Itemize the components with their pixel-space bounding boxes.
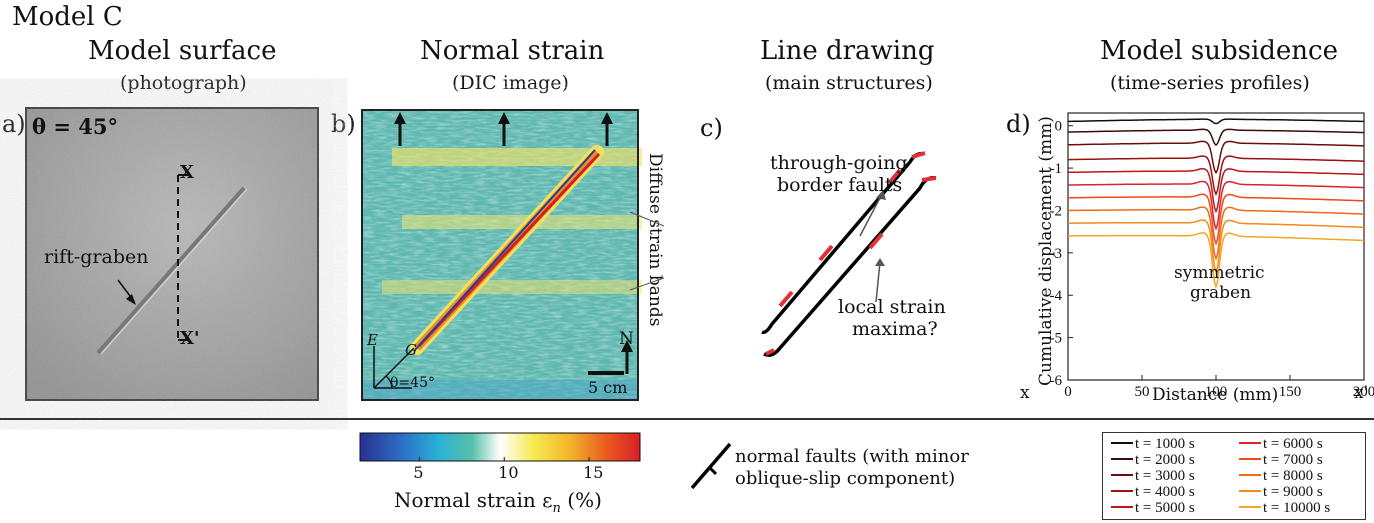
y-tick-label: -1 <box>1050 161 1063 177</box>
panel-a-x-prime: X' <box>180 328 200 349</box>
panel-b-dic <box>361 109 642 401</box>
faults-label-2: border faults <box>777 174 903 196</box>
y-tick-label: -4 <box>1050 288 1063 304</box>
colorbar-tick-label: 5 <box>413 463 424 482</box>
legend-entry: t = 2000 s <box>1135 452 1195 468</box>
y-tick-label: -2 <box>1050 203 1063 219</box>
fault-legend-symbol <box>690 442 732 490</box>
faults-pointer <box>876 190 886 200</box>
x-tick-label: 0 <box>1064 384 1072 400</box>
panel-c-subtitle: (main structures) <box>765 72 933 94</box>
panel-b-title: Normal strain <box>420 36 605 66</box>
panel-b-subtitle: (DIC image) <box>452 72 569 94</box>
legend-entry: t = 4000 s <box>1135 484 1195 500</box>
panel-a-x: X <box>180 162 194 183</box>
panel-d-letter: d) <box>1006 110 1031 138</box>
north-label: N <box>619 329 634 349</box>
panel-a-subtitle: (photograph) <box>120 72 247 94</box>
y-tick-label: 0 <box>1055 119 1063 135</box>
model-title: Model C <box>12 2 123 32</box>
legend-entry: t = 1000 s <box>1135 436 1195 452</box>
legend-entry: t = 3000 s <box>1135 468 1195 484</box>
panel-d-title: Model subsidence <box>1100 36 1338 66</box>
fault-legend-line2: oblique-slip component) <box>735 468 956 489</box>
panel-a-graben-label: rift-graben <box>44 246 149 268</box>
series-line <box>1068 168 1365 214</box>
faults-label-1: through-going <box>770 152 908 174</box>
dic-axis-e: E <box>367 331 378 349</box>
series-line <box>1067 193 1364 246</box>
legend-entry: t = 5000 s <box>1135 500 1195 516</box>
panel-c-title: Line drawing <box>760 36 935 66</box>
series-line <box>1068 140 1364 175</box>
series-line <box>1068 180 1365 231</box>
separator-line <box>0 418 1374 420</box>
fault-legend-line1: normal faults (with minor <box>735 446 969 467</box>
colorbar-tick-label: 15 <box>583 463 604 482</box>
panel-d-subtitle: (time-series profiles) <box>1110 72 1310 94</box>
legend-entry: t = 6000 s <box>1263 436 1323 452</box>
legend-entry: t = 10000 s <box>1263 500 1330 516</box>
graben-arrow <box>126 294 136 305</box>
series-line <box>1067 118 1365 125</box>
x-tick-label: 200 <box>1353 384 1374 400</box>
series-line <box>1068 155 1364 196</box>
legend-entry: t = 9000 s <box>1263 484 1323 500</box>
legend-entry: t = 8000 s <box>1263 468 1323 484</box>
colorbar <box>359 432 641 462</box>
y-tick-label: -3 <box>1050 246 1063 262</box>
strain-maximum <box>778 290 794 308</box>
dic-theta: θ=45° <box>390 375 435 391</box>
panel-a-theta: θ = 45° <box>32 114 118 139</box>
panel-c-drawing <box>761 151 937 357</box>
colorbar-label: Normal strain εn (%) <box>394 488 602 516</box>
extension-arrows <box>394 112 613 146</box>
scale-label: 5 cm <box>588 378 628 397</box>
series-line <box>1068 219 1365 274</box>
y-axis-label: Cumulative displacement (mm) <box>1036 116 1056 386</box>
panel-d-x-label: x <box>1020 383 1030 403</box>
x-axis-label: Distance (mm) <box>1152 385 1279 405</box>
panel-a-letter: a) <box>2 110 26 138</box>
dic-axis-g: G <box>405 341 417 359</box>
panel-b-letter: b) <box>331 110 356 138</box>
graben-trace <box>96 186 246 355</box>
panel-c-letter: c) <box>700 114 723 142</box>
strain-label-1: local strain <box>838 296 946 318</box>
legend-entry: t = 7000 s <box>1263 452 1323 468</box>
subsidence-chart: 0 -1 -2 -3 -4 -5 -6 0 50 100 150 200 <box>1050 112 1374 400</box>
y-tick-label: -5 <box>1050 331 1063 347</box>
strain-pointer <box>875 258 885 266</box>
x-tick-label: 100 <box>1205 384 1228 400</box>
strain-label-2: maxima? <box>852 318 938 340</box>
y-tick-label: -6 <box>1050 373 1063 389</box>
colorbar-tick-label: 10 <box>498 463 519 482</box>
panel-a-title: Model surface <box>88 36 277 66</box>
series-line <box>1067 128 1365 147</box>
symmetric-label: symmetric <box>1174 263 1265 283</box>
panel-a-photo <box>25 107 319 401</box>
series-line <box>1068 206 1364 261</box>
graben-label: graben <box>1190 283 1252 303</box>
plot-frame <box>1067 112 1365 381</box>
panel-d-x-prime-label: x' <box>1354 383 1369 403</box>
x-tick-label: 50 <box>1135 384 1150 400</box>
series-line <box>1068 232 1365 290</box>
x-tick-label: 150 <box>1279 384 1302 400</box>
